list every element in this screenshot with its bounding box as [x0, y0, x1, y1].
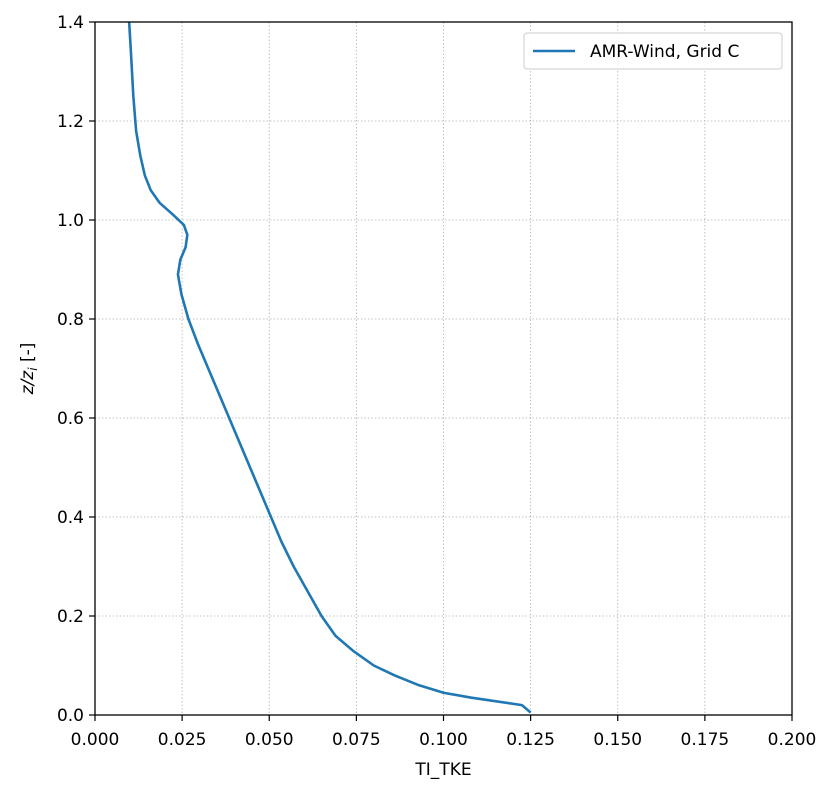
legend: AMR-Wind, Grid C [523, 32, 783, 70]
series-layer [127, 21, 532, 714]
ticks: 0.000 0.025 0.050 0.075 0.100 0.125 0.150 0.175… [57, 13, 816, 750]
legend-label: AMR-Wind, Grid C [590, 42, 739, 62]
legend-box [523, 32, 783, 70]
x-tick-label: 0.025 [158, 730, 207, 750]
y-tick-label: 1.4 [57, 13, 84, 33]
y-tick-label: 0.6 [57, 409, 84, 429]
x-tick-label: 0.125 [506, 730, 555, 750]
x-tick-label: 0.075 [332, 730, 381, 750]
x-tick-label: 0.200 [768, 730, 817, 750]
series-line-0 [127, 21, 532, 714]
y-tick-label: 0.2 [57, 607, 84, 627]
y-tick-label: 1.2 [57, 112, 84, 132]
x-tick-label: 0.175 [681, 730, 730, 750]
y-tick-label: 0.0 [57, 706, 84, 726]
y-tick-label: 1.0 [57, 211, 84, 231]
y-axis-title: z/zi [-] [18, 343, 40, 396]
x-tick-label: 0.050 [245, 730, 294, 750]
y-tick-label: 0.4 [57, 508, 84, 528]
y-tick-label: 0.8 [57, 310, 84, 330]
x-tick-label: 0.000 [71, 730, 120, 750]
x-tick-label: 0.150 [593, 730, 642, 750]
x-tick-label: 0.100 [419, 730, 468, 750]
x-axis-title: TI_TKE [414, 760, 471, 780]
